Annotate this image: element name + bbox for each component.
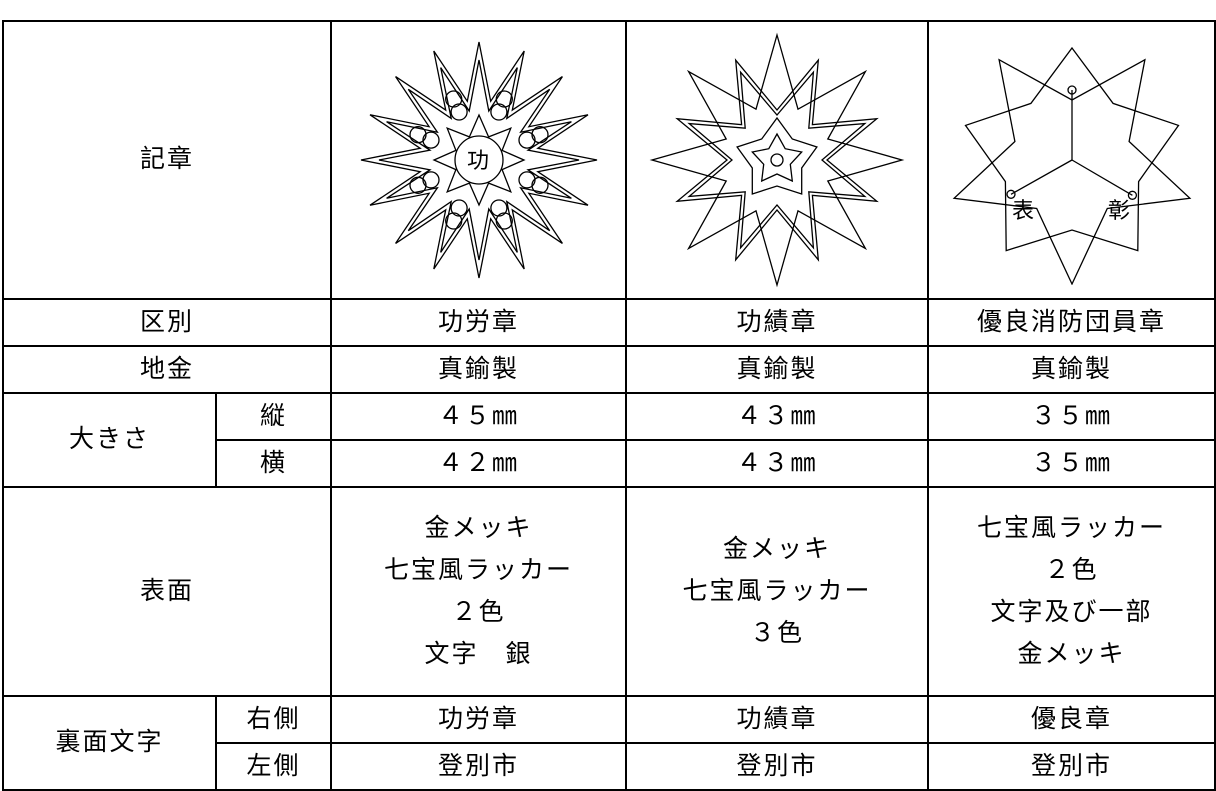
cell: ４２㎜: [330, 439, 628, 488]
sub-label: 横: [214, 439, 333, 488]
emblem-3: 表彰: [952, 46, 1191, 285]
cell: ４３㎜: [625, 392, 930, 441]
row-label: 大きさ: [2, 392, 217, 488]
emblem-line: [751, 132, 803, 183]
cell: 登別市: [625, 742, 930, 791]
cell: 真鍮製: [330, 345, 628, 394]
emblem-row: 記章 功 表彰: [1, 20, 1216, 300]
cell-line: 金メッキ: [723, 535, 832, 563]
cell: 金メッキ七宝風ラッカー ２色文字 銀: [330, 486, 628, 697]
cell-line: ２色: [1044, 556, 1099, 584]
emblem-text: 彰: [1108, 198, 1132, 223]
row-label: 地金: [1, 345, 333, 394]
emblem-line: [360, 41, 597, 279]
emblem-line: [1071, 159, 1133, 196]
row-label: 区別: [1, 298, 333, 347]
emblem-line: [963, 46, 1180, 252]
cell: 功労章: [330, 695, 628, 744]
emblem-line: [736, 116, 818, 195]
cell-line: 文字 銀: [424, 640, 533, 668]
sub-label: 縦: [214, 392, 333, 441]
emblem-line: [421, 171, 440, 189]
cell: ４５㎜: [330, 392, 628, 441]
emblem-text: 表: [1012, 198, 1036, 223]
cell: 金メッキ七宝風ラッカー ３色: [625, 486, 930, 697]
emblem-line: [1010, 159, 1072, 195]
cell: ３５㎜: [927, 439, 1216, 488]
emblem-line: [449, 199, 468, 217]
sub-label: 右側: [214, 695, 333, 744]
cell: 登別市: [927, 742, 1216, 791]
row-label: 裏面文字: [2, 695, 217, 791]
cell-line: 七宝風ラッカー: [384, 556, 574, 584]
cell: 功労章: [330, 298, 628, 347]
emblem-line: [649, 32, 905, 288]
emblem-cell: 表彰: [927, 20, 1216, 300]
cell-line: ２色: [451, 598, 506, 626]
emblem-line: [453, 135, 504, 185]
emblem-cell: 功: [330, 20, 628, 300]
emblem-line: [421, 131, 440, 149]
cell: 優良章: [927, 695, 1216, 744]
emblem-line: [1127, 190, 1137, 200]
emblem-line: [770, 153, 784, 167]
cell: 優良消防団員章: [927, 298, 1216, 347]
cell: 功績章: [625, 298, 930, 347]
emblem-line: [1005, 189, 1016, 199]
sub-label: 左側: [214, 742, 333, 791]
cell: ３５㎜: [927, 392, 1216, 441]
emblem-line: [952, 58, 1191, 285]
cell-line: 七宝風ラッカー: [682, 577, 872, 605]
cell-line: 金メッキ: [424, 514, 533, 542]
cell: 真鍮製: [927, 345, 1216, 394]
emblem-line: [517, 131, 536, 149]
row-label: 記章: [1, 20, 333, 300]
emblem-line: [449, 103, 468, 121]
emblem-table: 記章 功 表彰 区別 功労章 功績章 優良消防団員章 地金 真鍮製 真鍮製 真鍮製 大きさ縦…: [1, 20, 1216, 791]
cell-line: ３色: [750, 619, 805, 647]
emblem-line: [489, 103, 508, 121]
cell-line: 文字及び一部: [990, 598, 1153, 626]
row-label: 表面: [1, 486, 333, 697]
cell: 登別市: [330, 742, 628, 791]
emblem-line: [489, 199, 508, 217]
emblem-cell: [625, 20, 930, 300]
emblem-line: [517, 171, 536, 189]
cell: 真鍮製: [625, 345, 930, 394]
emblem-line: [687, 70, 867, 250]
emblem-2: [649, 32, 905, 288]
cell: 七宝風ラッカー ２色文字及び一部 金メッキ: [927, 486, 1216, 697]
cell-line: 金メッキ: [1017, 640, 1126, 668]
emblem-line: [378, 59, 579, 261]
cell-line: 七宝風ラッカー: [977, 514, 1167, 542]
emblem-1: 功: [360, 41, 597, 279]
emblem-line: [431, 113, 526, 207]
emblem-text: 功: [467, 148, 491, 173]
cell: 功績章: [625, 695, 930, 744]
emblem-line: [675, 58, 879, 262]
cell: ４３㎜: [625, 439, 930, 488]
